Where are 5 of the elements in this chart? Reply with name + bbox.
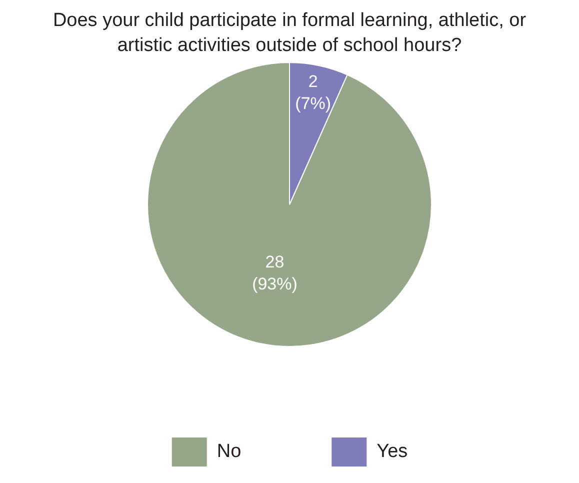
legend-label: No — [216, 441, 242, 462]
data-label: 2 (7%) — [295, 72, 332, 114]
data-label: 28 (93%) — [252, 252, 298, 294]
chart-title: Does your child participate in formal learning, athletic, or artistic activities outside of school hours? — [52, 9, 528, 58]
legend-label: Yes — [376, 441, 408, 462]
